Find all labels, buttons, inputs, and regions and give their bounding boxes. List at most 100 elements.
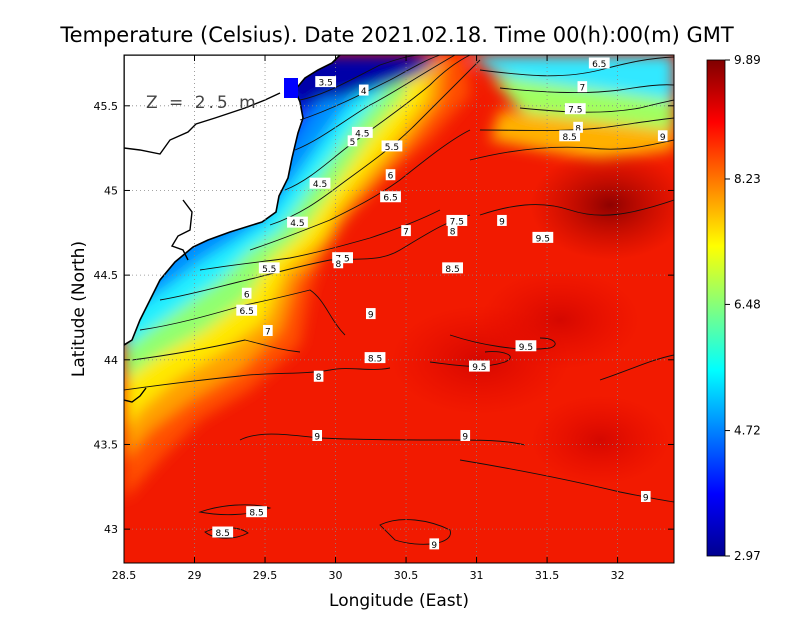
x-tick-label: 32 (611, 569, 625, 582)
contour-label-box (460, 430, 471, 441)
contour-label: 9.5 (515, 340, 537, 353)
y-axis-ticks: 43 43.5 44 44.5 45 45.5 (94, 100, 674, 536)
warm-core-southeast (530, 395, 670, 485)
contour-label: 7 (401, 225, 411, 238)
colorbar (706, 59, 726, 557)
y-tick-label: 44 (104, 354, 118, 367)
contour-label-text: 4.5 (290, 219, 304, 229)
chart-title: Temperature (Celsius). Date 2021.02.18. … (59, 23, 734, 47)
contour-label: 4.5 (351, 126, 373, 139)
contour-label-text: 9 (462, 433, 468, 443)
contour-label-box (401, 225, 411, 237)
contour-label-box (564, 103, 586, 115)
plot-frame (123, 54, 675, 564)
contour-label-box (573, 121, 583, 133)
contour-label: 9 (365, 308, 376, 321)
contour-label: 6.5 (380, 191, 401, 204)
contour-label: 8 (333, 257, 344, 270)
contour-label: 7 (263, 325, 273, 338)
contour-label: 7 (577, 81, 588, 94)
contour-label-text: 9 (499, 217, 505, 227)
contour-labels: 3.544.555.566.54.54.577.5899.57.588.55.5… (212, 57, 668, 551)
contour-label-box (358, 84, 369, 96)
contour-label-text: 4.5 (355, 129, 369, 139)
lagoon (284, 78, 298, 98)
contour-label-text: 7 (265, 328, 271, 338)
contour-label: 4 (358, 84, 369, 97)
contour-label-box (312, 430, 323, 441)
contour-label: 7.5 (564, 103, 586, 116)
contour-label: 8.5 (246, 506, 267, 519)
colorbar-tick-label: 9.89 (734, 53, 761, 67)
x-axis-label: Longitude (East) (329, 591, 469, 611)
contour-label-box (640, 490, 651, 502)
contour-label-text: 5.5 (262, 265, 276, 275)
contour-label-text: 4 (361, 87, 367, 97)
contour-label-box (429, 538, 440, 550)
contour-label-box (309, 177, 331, 189)
contour-label: 8 (313, 370, 324, 383)
y-tick-label: 44.5 (94, 269, 119, 282)
contour-label-box (365, 308, 376, 320)
contour-label: 9 (640, 490, 651, 503)
contour-label-box (532, 231, 554, 243)
contour-label-text: 6.5 (383, 194, 397, 204)
y-tick-label: 45 (104, 184, 118, 197)
colorbar-tick-label: 2.97 (734, 549, 761, 563)
contour-label-box (497, 214, 507, 226)
contour-label-box (446, 214, 468, 226)
land-coast (124, 55, 342, 346)
contour-label-box (515, 340, 537, 352)
contour-label-text: 8.5 (368, 355, 382, 365)
colorbar-tick-label: 4.72 (734, 424, 761, 438)
contour-label-text: 8.5 (249, 509, 263, 519)
contour-label-box (447, 225, 458, 237)
contour-label: 9.5 (532, 231, 554, 244)
grid-lines (124, 55, 674, 563)
x-tick-label: 29 (188, 569, 202, 582)
contour-label-box (468, 360, 490, 372)
contour-label-box (588, 57, 610, 69)
contour-label-text: 7.5 (450, 217, 464, 227)
contour-label: 3.5 (315, 76, 337, 89)
contour-label-text: 5.5 (385, 143, 399, 153)
x-tick-label: 30.5 (394, 569, 419, 582)
contour-label: 8.5 (364, 352, 386, 365)
contour-label-box (287, 216, 308, 228)
warm-core-east (480, 270, 640, 370)
contour-label: 9 (460, 430, 471, 443)
contour-label: 9 (657, 130, 668, 143)
y-tick-label: 45.5 (94, 100, 119, 113)
contour-label-box (333, 257, 344, 269)
contour-label: 6 (385, 169, 396, 182)
contour-label: 9.5 (468, 360, 490, 373)
hot-core (530, 150, 674, 260)
band-shelf-yellow (490, 110, 674, 160)
x-axis-ticks: 28.5 29 29.5 30 30.5 31 31.5 32 (112, 55, 625, 582)
contour-label-text: 9 (368, 311, 374, 321)
contour-label-box (313, 370, 324, 382)
contour-label: 9 (429, 538, 440, 551)
contour-label-box (258, 262, 280, 274)
contour-label-text: 9 (431, 541, 437, 551)
contour-label-text: 8 (316, 373, 322, 383)
contour-label-box (315, 76, 337, 88)
contour-label-box (212, 526, 234, 538)
x-tick-label: 30 (329, 569, 343, 582)
contour-label: 6.5 (236, 304, 258, 317)
contour-label-text: 5 (350, 138, 356, 148)
contour-label: 5 (347, 135, 358, 148)
contour-label-text: 9 (660, 133, 666, 143)
contour-label-text: 8.5 (216, 529, 230, 539)
contour-label: 4.5 (309, 177, 331, 190)
contour-label: 6.5 (588, 57, 610, 70)
contour-label: 5.5 (258, 262, 280, 275)
contour-label-box (241, 287, 252, 299)
x-tick-label: 31.5 (535, 569, 560, 582)
contour-label-text: 8.5 (445, 265, 459, 275)
contour-label-text: 9.5 (472, 363, 486, 373)
contour-label: 6 (241, 287, 252, 300)
contour-label: 8 (447, 225, 458, 238)
contour-label-text: 6 (388, 172, 394, 182)
